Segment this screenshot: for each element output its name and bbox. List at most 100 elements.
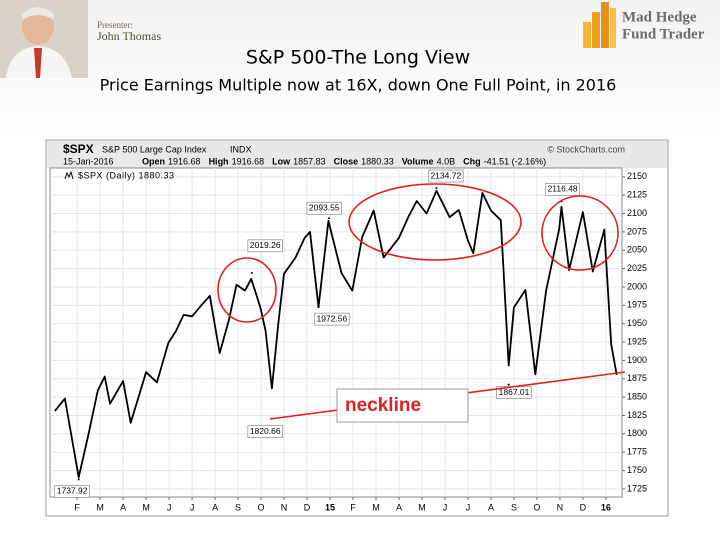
x-tick-label: M	[418, 502, 426, 512]
annotation-label: 2019.26	[250, 240, 281, 250]
y-tick-label: 1725	[627, 483, 647, 493]
y-tick-label: 1950	[627, 318, 647, 328]
annotation-point	[317, 306, 320, 309]
x-tick-label: S	[235, 502, 241, 512]
annotation-label: 2134.72	[430, 170, 461, 180]
chart-exchange: INDX	[230, 144, 252, 154]
y-tick-label: 1800	[627, 428, 647, 438]
annotation-label: 1972.56	[317, 313, 348, 323]
logo-line2: Fund Trader	[622, 26, 705, 42]
annotation-point	[507, 383, 510, 386]
x-tick-label: 16	[601, 502, 611, 512]
chart-header-band	[47, 141, 667, 168]
highlight-circle	[348, 183, 522, 261]
slide-subtitle: Price Earnings Multiple now at 16X, down…	[100, 76, 617, 95]
legend-icon	[64, 170, 74, 180]
quote-value: 1857.83	[293, 156, 326, 166]
y-tick-label: 1775	[627, 447, 647, 457]
callout-text: neckline	[345, 395, 421, 416]
quote-value: 4.0B	[437, 156, 456, 166]
presenter-photo	[0, 0, 88, 78]
annotation-label: 1737.92	[57, 486, 88, 496]
annotation-box	[428, 169, 464, 183]
x-tick-label: F	[350, 502, 356, 512]
highlight-circle	[541, 195, 619, 271]
annotation-point	[435, 187, 438, 190]
logo-icon	[583, 2, 616, 48]
y-tick-label: 1750	[627, 465, 647, 475]
y-tick-label: 1975	[627, 300, 647, 310]
y-tick-label: 1875	[627, 373, 647, 383]
presenter-name: John Thomas	[97, 29, 161, 43]
y-tick-label: 2050	[627, 245, 647, 255]
y-tick-label: 1925	[627, 336, 647, 346]
annotation-label: 1867.01	[499, 387, 530, 397]
quote-label: Open	[142, 156, 165, 166]
annotation-box	[247, 425, 283, 439]
chart-source: © StockCharts.com	[547, 144, 625, 154]
y-tick-label: 1900	[627, 355, 647, 365]
x-tick-label: J	[167, 502, 172, 512]
annotation-label: 2093.55	[309, 203, 340, 213]
x-tick-label: A	[120, 502, 126, 512]
highlight-circle	[217, 257, 277, 323]
x-tick-label: D	[580, 502, 587, 512]
x-tick-label: J	[190, 502, 195, 512]
x-tick-label: A	[488, 502, 494, 512]
quote-label: Low	[272, 156, 291, 166]
annotation-point	[327, 217, 330, 220]
annotation-point	[250, 271, 253, 274]
y-tick-label: 2150	[627, 171, 647, 181]
y-tick-label: 2075	[627, 226, 647, 236]
x-tick-label: M	[96, 502, 104, 512]
annotation-box	[247, 239, 283, 253]
slide-title: S&P 500-The Long View	[246, 47, 470, 69]
quote-label: Volume	[402, 156, 434, 166]
y-tick-label: 2100	[627, 208, 647, 218]
x-tick-label: J	[466, 502, 471, 512]
x-tick-label: 15	[325, 502, 335, 512]
x-tick-label: A	[396, 502, 402, 512]
quote-value: 1916.68	[232, 156, 265, 166]
x-tick-label: A	[212, 502, 218, 512]
y-tick-label: 2125	[627, 190, 647, 200]
y-tick-label: 2000	[627, 281, 647, 291]
chart-date: 15-Jan-2016	[63, 156, 114, 166]
x-tick-label: F	[74, 502, 80, 512]
quote-value: 1916.68	[168, 156, 201, 166]
annotation-box	[314, 312, 350, 326]
marks: 1737.92 1820.66 2019.26 1972.56 2093.55 2134.…	[54, 169, 618, 498]
y-tick-label: 1825	[627, 410, 647, 420]
x-tick-label: J	[443, 502, 448, 512]
x-tick-label: N	[281, 502, 288, 512]
plot-area	[49, 167, 623, 498]
annotation-box	[545, 183, 580, 196]
legend-entry: $SPX (Daily) 1880.33	[78, 170, 175, 180]
y-tick-label: 1850	[627, 392, 647, 402]
quote-label: Close	[334, 156, 359, 166]
x-tick-label: O	[533, 502, 540, 512]
callout-box	[336, 388, 469, 423]
x-tick-label: N	[557, 502, 564, 512]
x-tick-label: M	[142, 502, 150, 512]
x-tick-label: O	[258, 502, 265, 512]
chart-name: S&P 500 Large Cap Index	[102, 144, 207, 154]
y-tick-label: 2025	[627, 263, 647, 273]
quote-label: High	[209, 156, 229, 166]
presenter-label: Presenter:	[97, 20, 133, 30]
annotation-box	[306, 201, 342, 215]
annotation-label: 1820.66	[250, 426, 281, 436]
x-tick-label: S	[511, 502, 517, 512]
x-tick-label: M	[372, 502, 380, 512]
quote-value: -41.51 (-2.16%)	[484, 156, 547, 166]
x-tick-label: D	[304, 502, 311, 512]
logo-line1: Mad Hedge	[622, 9, 697, 25]
quote-value: 1880.33	[361, 156, 394, 166]
annotation-box	[54, 485, 90, 498]
annotation-point	[77, 478, 80, 481]
quote-label: Chg	[463, 156, 481, 166]
price-line	[54, 189, 618, 479]
annotation-label: 2116.48	[548, 184, 578, 194]
